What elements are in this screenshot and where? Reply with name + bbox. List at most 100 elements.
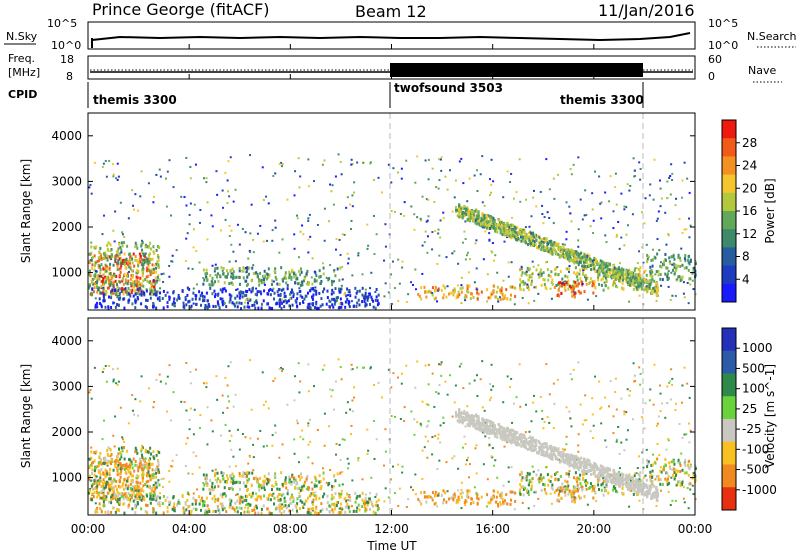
power-cell <box>306 291 309 295</box>
power-cell <box>91 287 94 291</box>
velocity-cell <box>124 483 127 487</box>
power-cell <box>98 255 101 259</box>
power-cell <box>427 198 430 201</box>
power-cell <box>340 305 343 309</box>
velocity-cell <box>118 462 121 466</box>
power-cell <box>238 301 241 305</box>
power-cell <box>330 279 333 283</box>
power-cell <box>94 272 97 276</box>
velocity-cell <box>267 478 270 482</box>
velocity-cell <box>299 494 302 498</box>
power-cell <box>224 275 227 279</box>
power-cell <box>480 218 483 222</box>
y-tick-label: 3000 <box>51 174 82 188</box>
power-cell <box>509 285 512 289</box>
velocity-cell <box>336 501 339 505</box>
power-cell <box>466 284 469 288</box>
beam-title: Beam 12 <box>355 2 427 21</box>
power-cell <box>612 283 615 287</box>
velocity-cell <box>310 481 313 484</box>
velocity-cell <box>289 496 292 500</box>
power-cell <box>116 264 119 268</box>
velocity-cell <box>151 476 154 480</box>
velocity-cell <box>236 499 239 503</box>
velocity-cell <box>594 375 597 378</box>
power-cell <box>591 284 594 288</box>
velocity-cell <box>672 467 675 471</box>
velocity-cell <box>117 380 120 383</box>
power-cell <box>290 270 293 274</box>
power-cell <box>112 280 115 284</box>
power-cell <box>629 184 632 187</box>
velocity-cell <box>499 493 502 497</box>
velocity-cell <box>114 415 117 418</box>
velocity-cell <box>524 486 527 490</box>
velocity-cell <box>384 450 387 453</box>
velocity-cell <box>216 498 219 502</box>
velocity-cell <box>335 504 338 508</box>
velocity-cell <box>145 461 148 465</box>
velocity-cell <box>341 438 344 441</box>
power-cell <box>682 281 685 284</box>
power-cell <box>531 234 534 238</box>
velocity-cell <box>221 495 224 499</box>
power-cell <box>207 303 210 307</box>
power-cell <box>585 214 588 217</box>
power-cell <box>256 301 259 305</box>
velocity-cell <box>156 502 159 506</box>
power-cell <box>132 280 135 284</box>
power-cell <box>213 269 216 273</box>
power-cell <box>289 292 292 296</box>
velocity-cell <box>238 472 241 476</box>
power-cell <box>239 293 242 297</box>
power-cell <box>216 300 219 304</box>
power-cell <box>292 295 295 299</box>
power-cell <box>666 266 669 270</box>
power-cell <box>192 228 195 231</box>
power-cell <box>431 231 434 234</box>
velocity-cell <box>651 469 654 473</box>
velocity-cell <box>222 477 225 481</box>
velocity-cell <box>640 416 643 419</box>
velocity-cell <box>88 489 91 493</box>
velocity-cell <box>577 361 580 364</box>
power-cell <box>527 302 530 305</box>
velocity-cell <box>637 472 640 476</box>
velocity-cell <box>565 435 568 438</box>
velocity-cell <box>337 358 340 361</box>
velocity-cell <box>144 483 147 487</box>
power-cell <box>442 216 445 219</box>
power-cell <box>134 290 137 294</box>
power-cell <box>125 257 128 261</box>
power-cell <box>153 285 156 289</box>
power-cell <box>125 290 128 294</box>
power-cell <box>597 275 600 279</box>
power-cell <box>255 287 258 290</box>
velocity-cell <box>252 476 255 480</box>
power-cell <box>476 291 479 295</box>
velocity-cell <box>243 510 246 514</box>
power-cell <box>114 288 117 292</box>
power-cell <box>442 284 445 288</box>
power-cell <box>135 275 138 279</box>
power-cell <box>632 275 635 279</box>
velocity-cell <box>92 495 95 499</box>
power-cell <box>154 264 157 267</box>
velocity-cell <box>93 482 96 486</box>
power-cell <box>126 274 129 278</box>
power-cell <box>234 304 237 308</box>
power-cell <box>245 267 248 270</box>
power-cell <box>272 280 275 283</box>
velocity-cell <box>141 463 144 467</box>
velocity-cell <box>145 503 148 507</box>
velocity-cell <box>341 471 344 474</box>
velocity-cell <box>235 506 238 510</box>
power-cell <box>350 228 353 231</box>
power-cell <box>93 264 96 268</box>
velocity-cell <box>246 480 249 484</box>
power-cell <box>516 226 519 230</box>
power-cell <box>367 296 370 300</box>
velocity-cell <box>323 444 326 447</box>
power-cell <box>217 303 220 307</box>
power-cell <box>535 233 538 237</box>
